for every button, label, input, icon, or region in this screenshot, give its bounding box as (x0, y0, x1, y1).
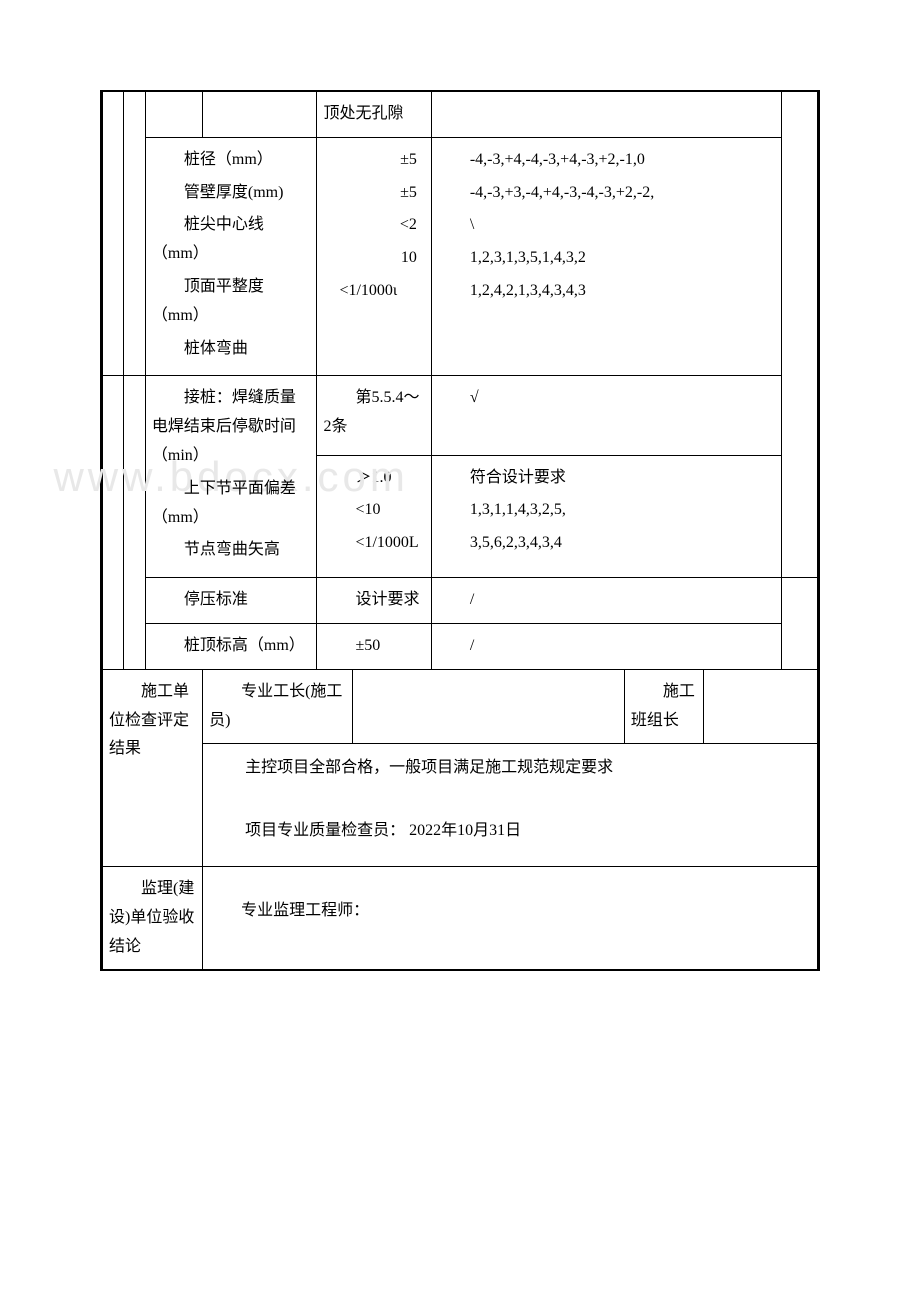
unit-check-label: 施工单位检查评定结果 (109, 678, 196, 764)
table-row: 顶处无孔隙 (103, 92, 818, 137)
cell-value: \ (438, 211, 775, 240)
cell-value: 1,2,4,2,1,3,4,3,4,3 (438, 277, 775, 306)
cell-label: 桩尖中心线（mm） (152, 211, 311, 269)
foreman-label: 专业工长(施工员) (209, 678, 346, 736)
cell-label: 桩体弯曲 (152, 335, 311, 364)
cell-spec: 10 (323, 244, 416, 273)
table-row: 施工单位检查评定结果 专业工长(施工员) 施工班组长 (103, 669, 818, 744)
cell-value: 1,2,3,1,3,5,1,4,3,2 (438, 244, 775, 273)
supervisor-text: 专业监理工程师： (209, 897, 811, 926)
cell-value: -4,-3,+4,-4,-3,+4,-3,+2,-1,0 (438, 146, 775, 175)
cell-spec: ±50 (323, 632, 424, 661)
cell-label: 桩径（mm） (152, 146, 311, 175)
cell-label: 顶面平整度（mm） (152, 273, 311, 331)
cell-spec: <1/1000ι (323, 277, 416, 306)
cell-value: 符合设计要求 (438, 464, 775, 493)
cell-spec: 设计要求 (323, 586, 424, 615)
cell-label: 管壁厚度(mm) (152, 179, 311, 208)
cell-spec: ±5 (323, 146, 416, 175)
main-table: 顶处无孔隙 桩径（mm） 管壁厚度(mm) 桩尖中心线（mm） 顶面平整度（mm… (102, 92, 818, 969)
cell-label: 节点弯曲矢高 (152, 536, 311, 565)
document-container: 顶处无孔隙 桩径（mm） 管壁厚度(mm) 桩尖中心线（mm） 顶面平整度（mm… (100, 90, 820, 971)
table-row: 主控项目全部合格，一般项目满足施工规范规定要求 项目专业质量检查员： 2022年… (103, 744, 818, 867)
cell-label: 上下节平面偏差（mm） (152, 475, 311, 533)
cell-spec: 第5.5.4～2条 (323, 384, 424, 442)
supervisor-label: 监理(建设)单位验收结论 (109, 875, 196, 961)
cell-label: 停压标准 (152, 586, 311, 615)
team-leader-label: 施工班组长 (631, 678, 697, 736)
table-row: 停压标准 设计要求 / (103, 578, 818, 624)
cell-spec: <1/1000L (323, 529, 424, 558)
cell-value: -4,-3,+3,-4,+4,-3,-4,-3,+2,-2, (438, 179, 775, 208)
inspector-text: 项目专业质量检查员： 2022年10月31日 (213, 817, 807, 846)
cell-label: 桩顶标高（mm） (152, 632, 311, 661)
cell-label: 接桩：焊缝质量电焊结束后停歇时间（min） (152, 384, 311, 470)
cell-text: 顶处无孔隙 (323, 105, 403, 122)
table-row: 监理(建设)单位验收结论 专业监理工程师： (103, 866, 818, 969)
result-text: 主控项目全部合格，一般项目满足施工规范规定要求 (213, 754, 807, 783)
cell-spec: ±5 (323, 179, 416, 208)
cell-value: / (438, 632, 775, 661)
cell-spec: ＞1.0 (323, 464, 424, 493)
table-row: 桩顶标高（mm） ±50 / (103, 623, 818, 669)
cell-value: 1,3,1,1,4,3,2,5, (438, 496, 775, 525)
cell-value: / (438, 586, 775, 615)
table-row: 桩径（mm） 管壁厚度(mm) 桩尖中心线（mm） 顶面平整度（mm） 桩体弯曲… (103, 137, 818, 376)
cell-value: √ (438, 384, 775, 413)
cell-value: 3,5,6,2,3,4,3,4 (438, 529, 775, 558)
cell-spec: <10 (323, 496, 424, 525)
table-row: www.bdocx.com 接桩：焊缝质量电焊结束后停歇时间（min） 上下节平… (103, 376, 818, 455)
cell-spec: <2 (323, 211, 416, 240)
